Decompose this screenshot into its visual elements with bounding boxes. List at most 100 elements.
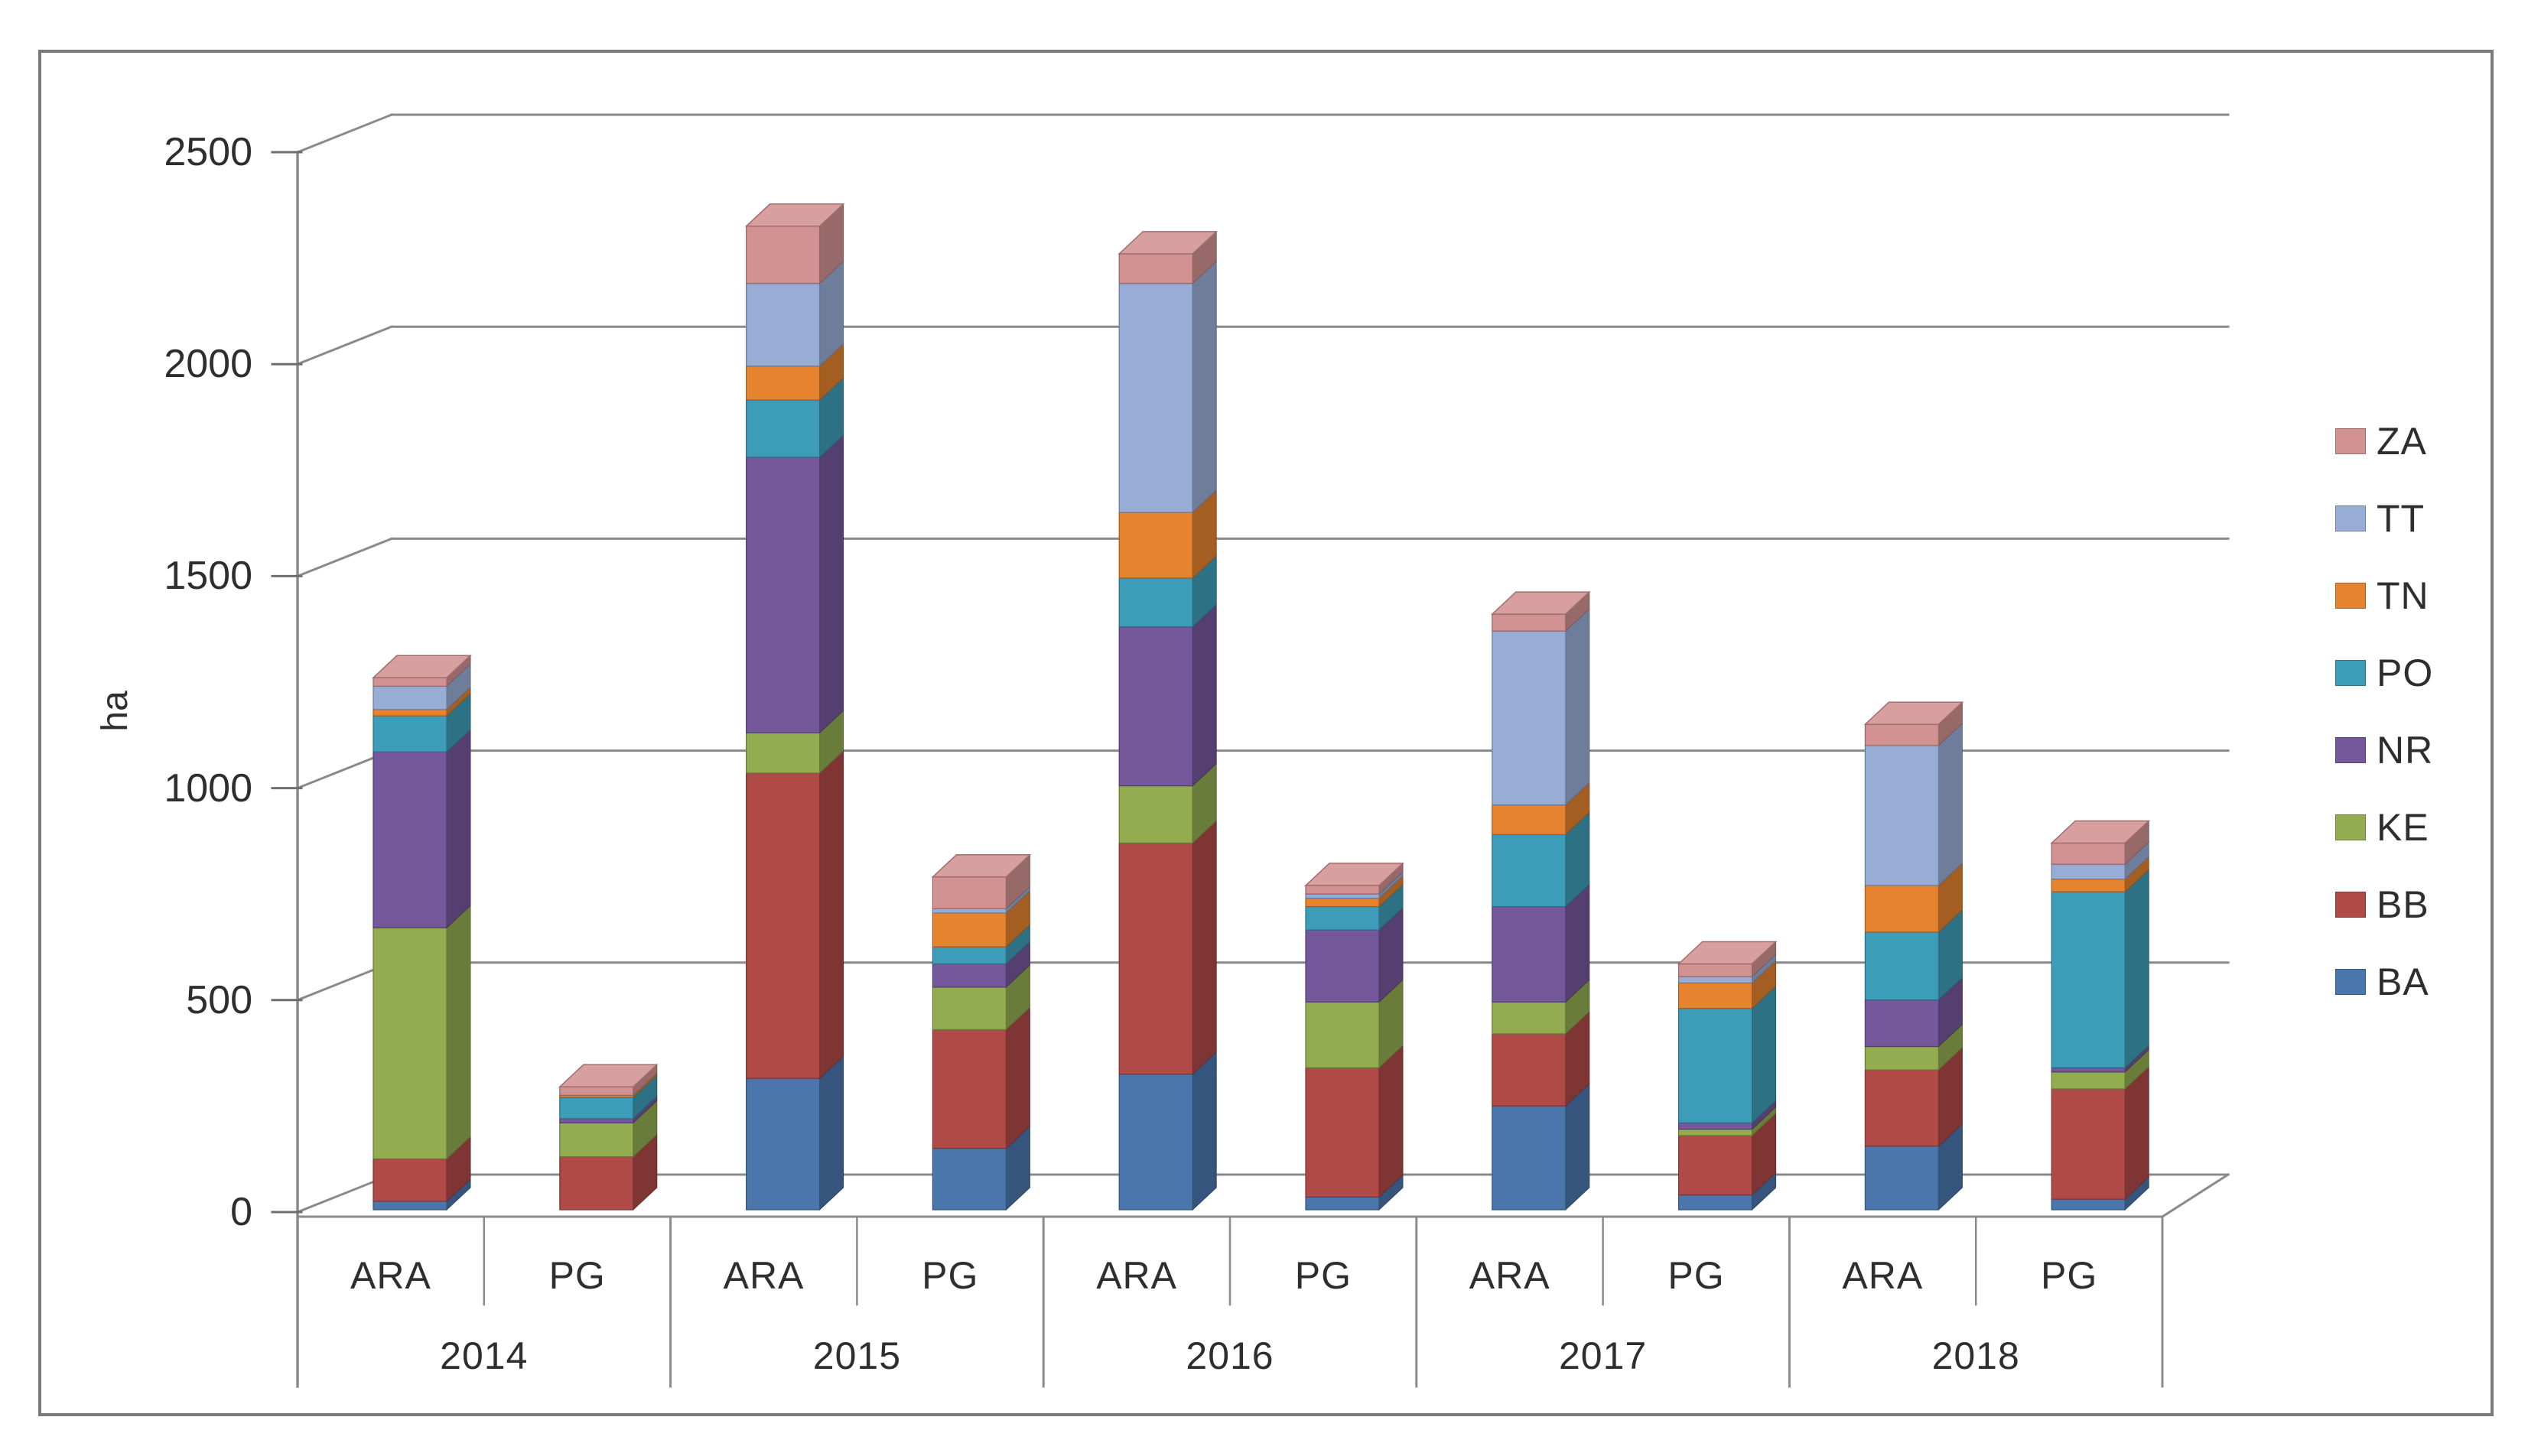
bar-segment-TT — [2051, 863, 2126, 880]
legend-item-BB: BB — [2335, 883, 2433, 926]
bar-segment-side-BB — [819, 749, 844, 1080]
bar-segment-side-BA — [819, 1055, 844, 1211]
subcategory-label-PG-2018: PG — [2040, 1254, 2098, 1297]
legend: ZA TT TN PO NR KE BB BA — [2335, 422, 2434, 1046]
bar-segment-PO — [1864, 931, 1939, 1001]
bar-segment-PO — [559, 1097, 634, 1120]
bar-segment-BA — [1492, 1105, 1567, 1211]
bar-segment-ZA — [1492, 613, 1567, 632]
bar-segment-BA — [1305, 1196, 1380, 1211]
bar-segment-PO — [1492, 834, 1567, 908]
bar-segment-ZA — [1118, 253, 1193, 284]
floor-right-edge — [2160, 1172, 2230, 1219]
bar-top-face — [2050, 820, 2151, 844]
bar-segment-NR — [1492, 906, 1567, 1003]
bar-segment-NR — [745, 457, 821, 733]
bar-segment-NR — [1305, 929, 1380, 1003]
bar-segment-BB — [932, 1029, 1007, 1149]
bar-segment-BA — [373, 1201, 447, 1211]
bar-segment-TN — [373, 709, 447, 717]
legend-label-NR: NR — [2377, 729, 2434, 772]
bar-segment-ZA — [1678, 963, 1753, 977]
bar-segment-TN — [1864, 885, 1939, 933]
bar-segment-KE — [1118, 785, 1193, 844]
bar-segment-side-KE — [446, 905, 471, 1160]
subcategory-label-ARA-2018: ARA — [1842, 1254, 1924, 1297]
bar-segment-TT — [932, 908, 1007, 914]
bar-segment-BB — [1492, 1033, 1567, 1107]
legend-swatch-ZA — [2335, 428, 2366, 454]
legend-label-TT: TT — [2377, 497, 2426, 540]
bar-segment-PO — [1118, 577, 1193, 628]
bar-segment-PO — [2051, 891, 2126, 1068]
bar-segment-BA — [745, 1077, 821, 1211]
bar-top-face — [558, 1064, 659, 1087]
bar-top-face — [1863, 701, 1964, 725]
bar-2017-ARA — [1490, 590, 1591, 1211]
bar-segment-TN — [1305, 897, 1380, 908]
bar-segment-KE — [745, 732, 821, 774]
legend-swatch-TN — [2335, 583, 2366, 609]
legend-swatch-BB — [2335, 892, 2366, 918]
y-tick-label-500: 500 — [186, 977, 252, 1022]
bar-segment-KE — [932, 986, 1007, 1030]
subcategory-label-ARA-2014: ARA — [350, 1254, 431, 1297]
year-label-2017: 2017 — [1558, 1334, 1648, 1377]
legend-swatch-KE — [2335, 814, 2366, 840]
bar-top-face — [372, 655, 472, 678]
bar-segment-NR — [1118, 626, 1193, 787]
bar-segment-PO — [745, 399, 821, 458]
legend-label-BA: BA — [2377, 960, 2429, 1003]
bar-segment-NR — [1678, 1122, 1753, 1130]
bar-2016-ARA — [1118, 230, 1218, 1211]
bar-segment-ZA — [373, 677, 447, 687]
bar-segment-KE — [2051, 1071, 2126, 1090]
legend-label-BB: BB — [2377, 883, 2429, 926]
y-tick-label-0: 0 — [230, 1190, 252, 1234]
bar-segment-TT — [1118, 283, 1193, 513]
bar-segment-NR — [1864, 999, 1939, 1048]
bar-segment-BA — [932, 1148, 1007, 1211]
bar-segment-side-TT — [1565, 608, 1590, 806]
subcategory-label-PG-2016: PG — [1294, 1254, 1352, 1297]
bar-segment-TN — [1678, 982, 1753, 1009]
y-tick-label-1500: 1500 — [164, 554, 252, 599]
bar-segment-BA — [1678, 1194, 1753, 1211]
bar-segment-PO — [1678, 1008, 1753, 1123]
legend-item-ZA: ZA — [2335, 422, 2433, 460]
bar-segment-BB — [1678, 1135, 1753, 1196]
bar-segment-side-TT — [1192, 260, 1217, 514]
bar-2017-PG — [1677, 941, 1778, 1211]
bar-segment-side-BA — [1192, 1051, 1217, 1211]
bar-top-face — [1677, 941, 1778, 965]
bar-2015-ARA — [744, 203, 845, 1211]
bar-segment-side-NR — [446, 729, 471, 929]
legend-item-TT: TT — [2335, 497, 2433, 540]
bar-segment-KE — [373, 927, 447, 1160]
bar-segment-side-NR — [1192, 603, 1217, 787]
bar-top-face — [1304, 863, 1404, 886]
bar-segment-BA — [2051, 1198, 2126, 1211]
legend-item-KE: KE — [2335, 808, 2433, 847]
bar-2018-PG — [2050, 820, 2151, 1211]
legend-item-PO: PO — [2335, 652, 2434, 694]
bar-2014-PG — [558, 1064, 659, 1211]
bar-segment-KE — [1864, 1045, 1939, 1071]
legend-label-PO: PO — [2377, 652, 2434, 694]
bar-segment-side-BB — [1378, 1045, 1404, 1198]
year-label-2016: 2016 — [1186, 1334, 1274, 1377]
bar-segment-NR — [373, 751, 447, 928]
chart-outer-border — [38, 50, 2494, 1416]
subcategory-label-ARA-2015: ARA — [723, 1254, 805, 1297]
bar-segment-BA — [1864, 1146, 1939, 1211]
y-tick-label-2500: 2500 — [164, 130, 252, 174]
bar-segment-TN — [2051, 878, 2126, 892]
bar-segment-ZA — [559, 1086, 634, 1096]
bar-segment-side-PO — [1752, 985, 1777, 1124]
y-tick-label-2000: 2000 — [164, 342, 252, 387]
subcategory-label-ARA-2016: ARA — [1096, 1254, 1177, 1297]
subcategory-label-PG-2014: PG — [548, 1254, 606, 1297]
bar-segment-BB — [745, 772, 821, 1079]
bar-segment-KE — [1492, 1001, 1567, 1035]
bar-segment-side-BB — [2124, 1065, 2149, 1201]
